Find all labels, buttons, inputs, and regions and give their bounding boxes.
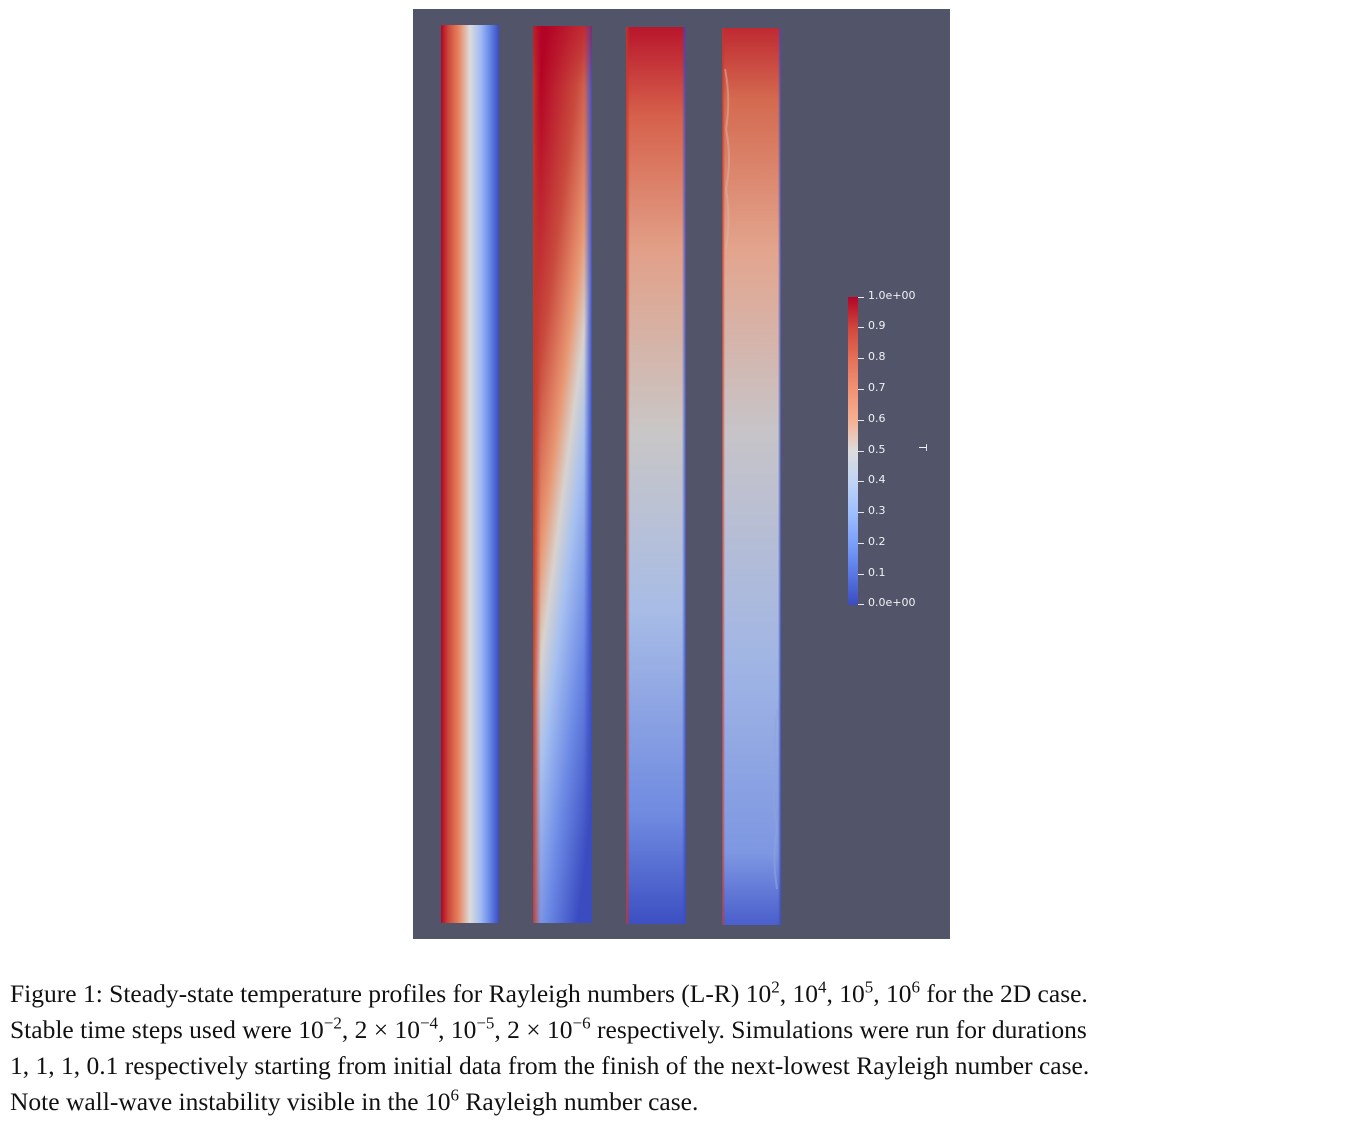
colorbar-tick [858, 574, 864, 575]
figure-caption: Figure 1: Steady-state temperature profi… [10, 976, 1356, 1120]
colorbar-tick-label: 0.3 [868, 504, 886, 517]
colorbar-tick [858, 512, 864, 513]
temperature-column-ra-1e5 [626, 27, 686, 924]
caption-text: , 10 [779, 979, 818, 1008]
colorbar-tick [858, 358, 864, 359]
caption-text: Figure 1: Steady-state temperature profi… [10, 979, 772, 1008]
temperature-fields [441, 25, 781, 925]
caption-superscript: 2 [771, 977, 780, 997]
colorbar-tick [858, 451, 864, 452]
caption-text: , 2 × 10 [341, 1015, 420, 1044]
caption-superscript: −6 [572, 1013, 591, 1033]
temperature-column-ra-1e4 [533, 26, 592, 923]
colorbar-tick-label: 0.7 [868, 381, 886, 394]
caption-text: , 10 [826, 979, 865, 1008]
colorbar-tick [858, 604, 864, 605]
colorbar-tick [858, 481, 864, 482]
colorbar-title: T [915, 444, 929, 451]
caption-line-2: Stable time steps used were 10−2, 2 × 10… [10, 1012, 1356, 1048]
colorbar-tick [858, 389, 864, 390]
colorbar-tick-label: 0.4 [868, 473, 886, 486]
caption-text: , 2 × 10 [494, 1015, 573, 1044]
colorbar-tick-label: 0.6 [868, 412, 886, 425]
colorbar-tick-label: 1.0e+00 [868, 289, 916, 302]
caption-text: Stable time steps used were 10 [10, 1015, 324, 1044]
colorbar-tick [858, 420, 864, 421]
caption-superscript: −2 [323, 1013, 342, 1033]
caption-text: for the 2D case. [920, 979, 1088, 1008]
caption-superscript: 6 [450, 1085, 460, 1105]
colorbar-tick-label: 0.2 [868, 535, 886, 548]
colorbar-tick-label: 0.1 [868, 566, 886, 579]
colorbar-tick [858, 543, 864, 544]
colorbar-tick [858, 297, 864, 298]
caption-text: , 10 [438, 1015, 477, 1044]
caption-line-3: 1, 1, 1, 0.1 respectively starting from … [10, 1051, 1090, 1080]
caption-superscript: −5 [476, 1013, 495, 1033]
caption-superscript: 6 [911, 977, 921, 997]
caption-line-4: Note wall-wave instability visible in th… [10, 1084, 1356, 1120]
caption-superscript: 5 [864, 977, 874, 997]
caption-line-1: Figure 1: Steady-state temperature profi… [10, 976, 1356, 1012]
caption-superscript: 4 [818, 977, 827, 997]
colorbar-tick-label: 0.8 [868, 350, 886, 363]
caption-text: , 10 [873, 979, 912, 1008]
figure-panel: 1.0e+00 0.9 0.8 0.7 0.6 0.5 0.4 0.3 0.2 … [413, 9, 950, 939]
colorbar-tick-label: 0.9 [868, 319, 886, 332]
colorbar-tick-label: 0.0e+00 [868, 596, 916, 609]
caption-text: Rayleigh number case. [459, 1087, 699, 1116]
caption-text: respectively. Simulations were run for d… [590, 1015, 1087, 1044]
temperature-column-ra-1e2 [441, 25, 499, 923]
caption-superscript: −4 [419, 1013, 439, 1033]
colorbar-tick [858, 327, 864, 328]
caption-text: Note wall-wave instability visible in th… [10, 1087, 451, 1116]
colorbar [848, 297, 858, 605]
colorbar-tick-label: 0.5 [868, 443, 886, 456]
temperature-column-ra-1e6 [722, 28, 781, 925]
